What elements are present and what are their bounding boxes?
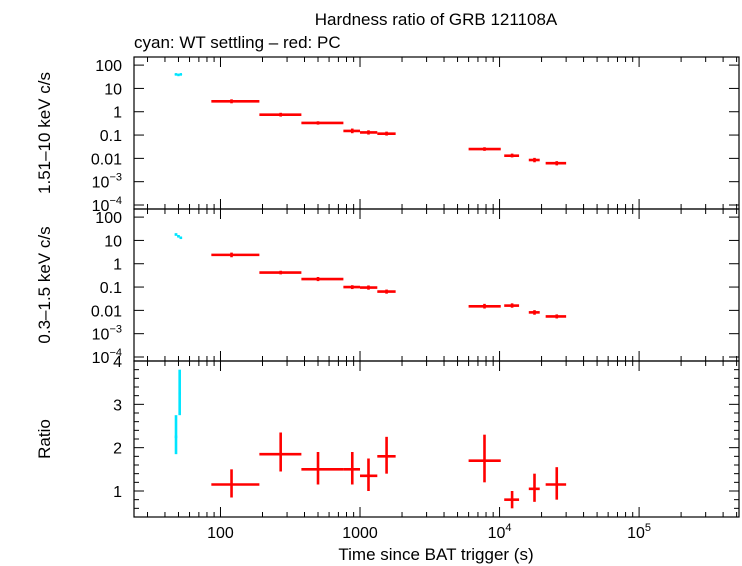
data-point: [360, 458, 378, 491]
y-tick-label: 10: [104, 81, 122, 98]
data-point: [504, 153, 520, 158]
y-tick-label: 100: [95, 210, 122, 227]
data-point: [343, 128, 361, 134]
data-point: [259, 432, 302, 472]
data-point: [174, 415, 178, 455]
series-wt-settling: [174, 233, 183, 240]
data-point: [179, 73, 183, 76]
data-point: [179, 236, 183, 240]
y-axis-label-ratio: Ratio: [35, 419, 54, 459]
data-point: [177, 235, 180, 238]
data-point: [343, 285, 361, 290]
data-point: [377, 131, 396, 136]
data-point: [177, 73, 180, 77]
data-point: [528, 473, 540, 502]
y-axis-label-soft: 0.3–1.5 keV c/s: [35, 226, 54, 343]
data-point: [468, 434, 501, 483]
data-point: [468, 147, 501, 151]
x-tick-label: 1000: [342, 525, 378, 542]
y-tick-label: 1: [113, 484, 122, 501]
data-point: [528, 157, 540, 163]
x-axis-label: Time since BAT trigger (s): [338, 545, 533, 564]
series-pc: [211, 432, 567, 509]
panel-ratio-frame: [133, 360, 740, 518]
chart-title: Hardness ratio of GRB 121108A: [315, 10, 558, 29]
y-tick-label: 3: [113, 397, 122, 414]
data-point: [211, 252, 260, 258]
y-tick-label: 0.1: [100, 128, 122, 145]
data-point: [301, 121, 344, 125]
y-axis-label-hard: 1.51–10 keV c/s: [35, 72, 54, 194]
x-tick-label: 105: [627, 522, 651, 542]
y-tick-label: 10−3: [92, 324, 122, 344]
data-point: [360, 130, 378, 135]
data-point: [301, 276, 344, 282]
data-point: [504, 491, 520, 509]
data-point: [174, 233, 178, 236]
data-point: [360, 285, 378, 290]
panel-hard-band: 1.51–10 keV c/s 100 10 1 0.1 0.01 10−3 10−4: [35, 56, 740, 215]
data-point: [343, 452, 361, 485]
y-tick-label: 1: [113, 257, 122, 274]
data-point: [545, 161, 567, 166]
data-point: [377, 289, 396, 294]
y-tick-label: 0.01: [91, 151, 122, 168]
x-axis: 100 1000 104 105: [207, 522, 651, 542]
data-point: [545, 467, 567, 500]
x-tick-label: 100: [207, 525, 234, 542]
series-pc: [211, 99, 567, 166]
data-point: [545, 314, 567, 319]
y-tick-label: 2: [113, 441, 122, 458]
y-tick-label: 10−3: [92, 172, 122, 192]
series-wt-settling: [174, 73, 183, 77]
data-point: [259, 270, 302, 275]
panel-soft-band: 0.3–1.5 keV c/s 100 10 1 0.1 0.01 10−3 10−4: [35, 208, 740, 367]
chart-subtitle: cyan: WT settling – red: PC: [134, 33, 341, 52]
y-tick-label: 10−4: [92, 347, 122, 367]
y-tick-label: 1: [113, 105, 122, 122]
data-point: [528, 310, 540, 315]
data-point: [259, 112, 302, 117]
data-point: [211, 99, 260, 104]
y-tick-label: 0.1: [100, 280, 122, 297]
y-tick-label: 10−4: [92, 195, 122, 215]
x-tick-label: 104: [488, 522, 512, 542]
panel-hard-frame: [133, 56, 740, 210]
data-point: [468, 303, 501, 309]
y-tick-label: 10: [104, 233, 122, 250]
data-point: [178, 369, 181, 416]
data-point: [301, 452, 344, 485]
data-point: [377, 436, 396, 474]
data-point: [211, 469, 260, 498]
y-tick-label: 0.01: [91, 303, 122, 320]
data-point: [504, 303, 520, 308]
series-pc: [211, 252, 567, 319]
y-tick-label: 100: [95, 58, 122, 75]
y-tick-label: 4: [113, 354, 122, 371]
data-point: [174, 73, 178, 76]
series-wt-settling: [174, 369, 181, 455]
panel-soft-frame: [133, 208, 740, 362]
panel-ratio: Ratio 1 2 3 4: [35, 354, 740, 518]
